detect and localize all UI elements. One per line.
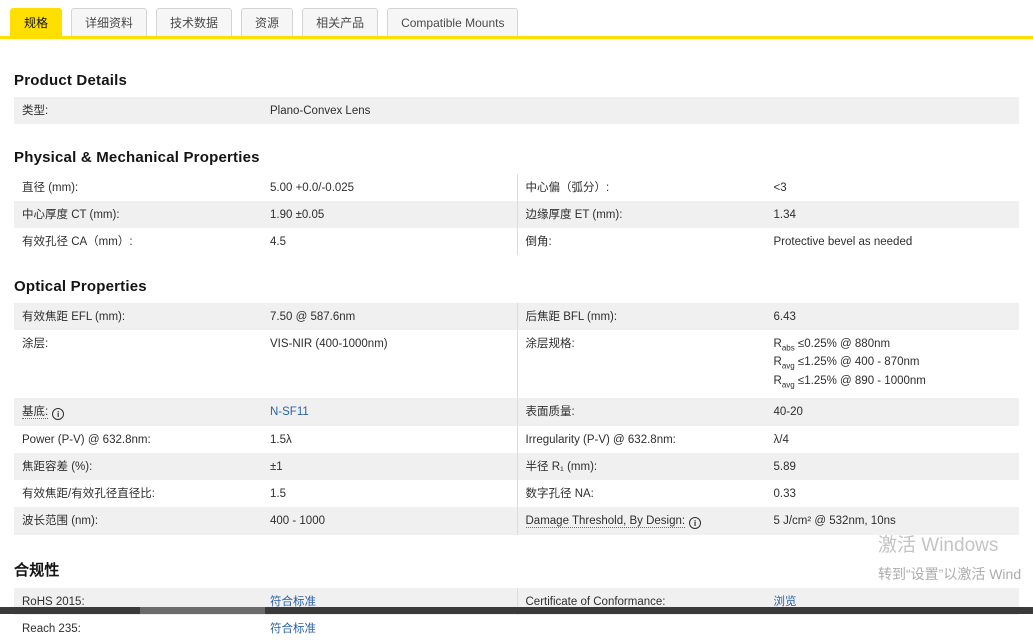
- spec-label: Power (P-V) @ 632.8nm:: [22, 433, 151, 446]
- section-title-compliance: 合规性: [14, 561, 60, 579]
- coating-spec-line: Rabs ≤0.25% @ 880nm: [773, 338, 891, 353]
- taskbar-app-segment[interactable]: [140, 607, 265, 614]
- tab-details[interactable]: 详细资料: [71, 8, 148, 36]
- spec-value: 4.5: [270, 236, 286, 248]
- section-title-optical: Optical Properties: [14, 278, 147, 295]
- spec-label: 类型:: [22, 105, 49, 117]
- table-row: 波长范围 (nm): 400 - 1000 Damage Threshold, …: [14, 506, 1019, 535]
- substrate-link[interactable]: N-SF11: [270, 405, 309, 418]
- spec-value: Plano-Convex Lens: [270, 105, 371, 117]
- spec-label: 倒角:: [525, 236, 552, 248]
- spec-value: 0.33: [773, 487, 796, 500]
- spec-value: 1.5λ: [270, 433, 292, 446]
- spec-label: 直径 (mm):: [22, 182, 79, 194]
- table-row: 有效焦距 EFL (mm): 7.50 @ 587.6nm 后焦距 BFL (m…: [14, 303, 1019, 330]
- table-row: 焦距容差 (%): ±1 半径 R₁ (mm): 5.89: [14, 452, 1019, 480]
- spec-label: Certificate of Conformance:: [525, 595, 666, 608]
- spec-value: 6.43: [773, 311, 796, 323]
- table-row: 类型: Plano-Convex Lens: [14, 97, 1019, 124]
- reach-compliant-link[interactable]: 符合标准: [270, 622, 316, 635]
- spec-label: 中心厚度 CT (mm):: [22, 209, 120, 221]
- section-title-physical: Physical & Mechanical Properties: [14, 149, 260, 166]
- spec-value: 5 J/cm² @ 532nm, 10ns: [773, 514, 896, 527]
- table-row: 中心厚度 CT (mm): 1.90 ±0.05 边缘厚度 ET (mm): 1…: [14, 201, 1019, 228]
- optical-properties-table: 有效焦距 EFL (mm): 7.50 @ 587.6nm 后焦距 BFL (m…: [14, 303, 1019, 535]
- tab-specs[interactable]: 规格: [10, 8, 63, 36]
- spec-value: Protective bevel as needed: [773, 236, 913, 248]
- section-title-product-details: Product Details: [14, 72, 128, 89]
- spec-label: 有效焦距/有效孔径直径比:: [22, 487, 155, 500]
- coating-spec-value: Rabs ≤0.25% @ 880nm Ravg ≤1.25% @ 400 - …: [774, 337, 926, 392]
- spec-label: 后焦距 BFL (mm):: [525, 311, 618, 323]
- spec-value: <3: [773, 182, 787, 194]
- coating-spec-line: Ravg ≤1.25% @ 400 - 870nm: [773, 356, 920, 371]
- compliance-table: RoHS 2015: 符合标准 Certificate of Conforman…: [14, 587, 1019, 642]
- spec-label: 边缘厚度 ET (mm):: [525, 209, 623, 221]
- tab-related-products[interactable]: 相关产品: [302, 8, 379, 36]
- table-row: 有效焦距/有效孔径直径比: 1.5 数字孔径 NA: 0.33: [14, 479, 1019, 507]
- spec-value: 1.34: [773, 209, 796, 221]
- spec-value: 5.00 +0.0/-0.025: [270, 182, 355, 194]
- tab-compatible-mounts[interactable]: Compatible Mounts: [387, 8, 519, 36]
- spec-label: 有效孔径 CA（mm）:: [22, 236, 133, 248]
- table-row: Reach 235: 符合标准: [14, 615, 1019, 642]
- spec-value: VIS-NIR (400-1000nm): [270, 338, 388, 350]
- spec-label: Irregularity (P-V) @ 632.8nm:: [525, 433, 676, 446]
- table-row: 直径 (mm): 5.00 +0.0/-0.025 中心偏（弧分）: <3: [14, 174, 1019, 201]
- spec-value: 7.50 @ 587.6nm: [270, 311, 356, 323]
- physical-properties-table: 直径 (mm): 5.00 +0.0/-0.025 中心偏（弧分）: <3 中心…: [14, 174, 1019, 255]
- spec-value: 5.89: [773, 460, 796, 473]
- spec-label: 表面质量:: [525, 405, 575, 418]
- tab-bar: 规格 详细资料 技术数据 资源 相关产品 Compatible Mounts: [0, 0, 1033, 39]
- spec-label: Reach 235:: [22, 622, 81, 635]
- spec-label: RoHS 2015:: [22, 595, 85, 608]
- spec-value: 1.5: [270, 487, 286, 500]
- spec-value: 符合标准: [270, 595, 316, 609]
- spec-label: 数字孔径 NA:: [525, 487, 594, 500]
- spec-value: N-SF11: [270, 405, 309, 419]
- spec-value: ±1: [270, 460, 283, 473]
- spec-label: 涂层规格:: [525, 338, 575, 350]
- table-row: Power (P-V) @ 632.8nm: 1.5λ Irregularity…: [14, 425, 1019, 453]
- spec-value: 400 - 1000: [270, 514, 325, 527]
- taskbar-edge[interactable]: [0, 607, 1033, 614]
- table-row: 有效孔径 CA（mm）: 4.5 倒角: Protective bevel as…: [14, 228, 1019, 255]
- rohs-compliant-link[interactable]: 符合标准: [270, 595, 316, 608]
- info-icon[interactable]: i: [689, 516, 702, 529]
- spec-content: Product Details 类型: Plano-Convex Lens Ph…: [0, 72, 1033, 642]
- spec-label-substrate: 基底: i: [22, 405, 270, 420]
- spec-label: 涂层:: [22, 338, 49, 350]
- spec-label: 半径 R₁ (mm):: [525, 460, 598, 473]
- table-row: 基底: i N-SF11 表面质量: 40-20: [14, 397, 1019, 426]
- conformance-view-link[interactable]: 浏览: [773, 595, 797, 608]
- table-row: 涂层: VIS-NIR (400-1000nm) 涂层规格: Rabs ≤0.2…: [14, 330, 1019, 398]
- spec-value: 1.90 ±0.05: [270, 209, 325, 221]
- spec-value: 符合标准: [270, 622, 316, 636]
- info-icon[interactable]: i: [52, 407, 65, 420]
- spec-label: 有效焦距 EFL (mm):: [22, 311, 126, 323]
- spec-label: 中心偏（弧分）:: [525, 182, 610, 194]
- spec-value: λ/4: [773, 433, 789, 446]
- product-details-table: 类型: Plano-Convex Lens: [14, 97, 1019, 124]
- damage-threshold-tooltip-label[interactable]: Damage Threshold, By Design:: [525, 514, 686, 528]
- spec-label-damage-threshold: Damage Threshold, By Design: i: [525, 514, 774, 529]
- tab-technical-data[interactable]: 技术数据: [156, 8, 233, 36]
- spec-value: 浏览: [774, 595, 797, 609]
- spec-label: 波长范围 (nm):: [22, 514, 99, 527]
- substrate-tooltip-label[interactable]: 基底:: [22, 405, 49, 419]
- spec-value: 40-20: [773, 405, 803, 418]
- coating-spec-line: Ravg ≤1.25% @ 890 - 1000nm: [773, 374, 926, 389]
- tab-resources[interactable]: 资源: [241, 8, 294, 36]
- spec-label: 焦距容差 (%):: [22, 460, 93, 473]
